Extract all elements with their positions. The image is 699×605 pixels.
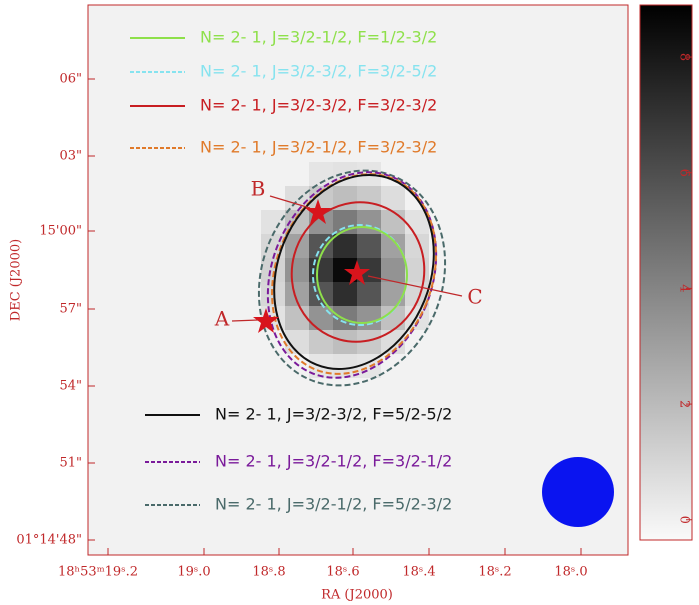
legend-label: N= 2- 1, J=3/2-1/2, F=5/2-3/2 bbox=[215, 495, 452, 514]
pixel bbox=[381, 258, 405, 282]
pixel bbox=[381, 210, 405, 234]
pixel bbox=[357, 306, 381, 330]
figure: A B C RA (J2000) DEC (J2000) N= 2- 1, J=… bbox=[0, 0, 699, 605]
y-tick-label: 03" bbox=[59, 149, 82, 164]
pixel bbox=[357, 234, 381, 258]
pixel bbox=[309, 330, 333, 354]
x-axis-title: RA (J2000) bbox=[321, 588, 393, 603]
pixel bbox=[357, 282, 381, 306]
x-tick-label: 18ˢ.6 bbox=[326, 565, 359, 580]
y-tick-label: 01°14'48" bbox=[16, 533, 82, 548]
y-axis-title: DEC (J2000) bbox=[9, 239, 24, 321]
pixel bbox=[357, 162, 381, 186]
colorbar-tick-label: 0 bbox=[677, 516, 692, 524]
legend-label: N= 2- 1, J=3/2-3/2, F=3/2-3/2 bbox=[200, 96, 437, 115]
y-tick-label: 06" bbox=[59, 72, 82, 87]
x-tick-label: 18ˢ.0 bbox=[554, 565, 587, 580]
pixel bbox=[285, 258, 309, 282]
pixel bbox=[309, 306, 333, 330]
pixel bbox=[333, 282, 357, 306]
x-tick-label: 18ˢ.8 bbox=[252, 565, 285, 580]
y-tick-label: 57" bbox=[59, 302, 82, 317]
annotation: B bbox=[251, 177, 266, 201]
x-tick-label: 19ˢ.0 bbox=[177, 565, 210, 580]
pixel bbox=[381, 234, 405, 258]
page: {"axes": {"x_label": "RA (J2000)", "y_la… bbox=[0, 0, 699, 605]
beam bbox=[542, 457, 614, 527]
x-tick-label: 18ʰ53ᵐ19ˢ.2 bbox=[58, 565, 138, 580]
pixel bbox=[381, 282, 405, 306]
legend-label: N= 2- 1, J=3/2-3/2, F=5/2-5/2 bbox=[215, 405, 452, 424]
annotation: A bbox=[214, 307, 230, 331]
pixel bbox=[285, 306, 309, 330]
x-tick-label: 18ˢ.4 bbox=[402, 565, 435, 580]
legend-label: N= 2- 1, J=3/2-1/2, F=3/2-1/2 bbox=[215, 452, 452, 471]
y-tick-label: 15'00" bbox=[39, 224, 82, 239]
legend-label: N= 2- 1, J=3/2-1/2, F=1/2-3/2 bbox=[200, 28, 437, 47]
pixel bbox=[261, 210, 285, 234]
colorbar-tick-label: 6 bbox=[677, 169, 692, 177]
legend-label: N= 2- 1, J=3/2-1/2, F=3/2-3/2 bbox=[200, 138, 437, 157]
pixel bbox=[357, 186, 381, 210]
colorbar bbox=[640, 5, 692, 540]
colorbar-tick-label: 4 bbox=[677, 284, 692, 292]
pixel bbox=[333, 234, 357, 258]
colorbar-tick-label: 2 bbox=[677, 400, 692, 408]
pixel bbox=[405, 306, 429, 330]
annotation: C bbox=[467, 285, 482, 309]
legend-label: N= 2- 1, J=3/2-3/2, F=3/2-5/2 bbox=[200, 62, 437, 81]
y-tick-label: 54" bbox=[59, 379, 82, 394]
colorbar-tick-label: 8 bbox=[677, 53, 692, 61]
y-tick-label: 51" bbox=[59, 456, 82, 471]
x-tick-label: 18ˢ.2 bbox=[478, 565, 511, 580]
